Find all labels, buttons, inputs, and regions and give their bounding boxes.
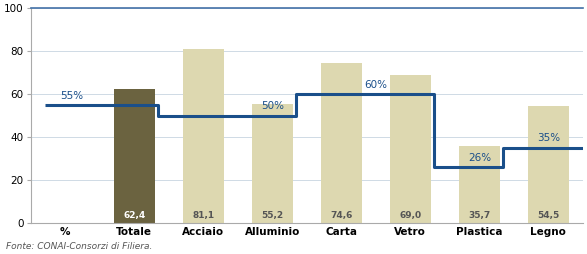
Text: 55%: 55% xyxy=(60,90,84,101)
Text: 35%: 35% xyxy=(537,134,560,144)
Text: 26%: 26% xyxy=(468,153,491,163)
Text: 54,5: 54,5 xyxy=(537,211,559,220)
Text: 74,6: 74,6 xyxy=(330,211,352,220)
Bar xyxy=(113,89,155,223)
Text: 50%: 50% xyxy=(261,101,284,111)
Bar xyxy=(458,146,500,223)
Text: 62,4: 62,4 xyxy=(123,211,146,220)
Text: 60%: 60% xyxy=(365,80,387,90)
Text: Fonte: CONAI-Consorzi di Filiera.: Fonte: CONAI-Consorzi di Filiera. xyxy=(6,243,152,251)
Bar xyxy=(252,104,293,223)
Bar xyxy=(321,63,362,223)
Bar xyxy=(183,49,224,223)
Bar xyxy=(528,106,569,223)
Text: 35,7: 35,7 xyxy=(468,211,491,220)
Text: 69,0: 69,0 xyxy=(399,211,421,220)
Text: 81,1: 81,1 xyxy=(192,211,214,220)
Text: 55,2: 55,2 xyxy=(261,211,284,220)
Bar xyxy=(390,75,431,223)
